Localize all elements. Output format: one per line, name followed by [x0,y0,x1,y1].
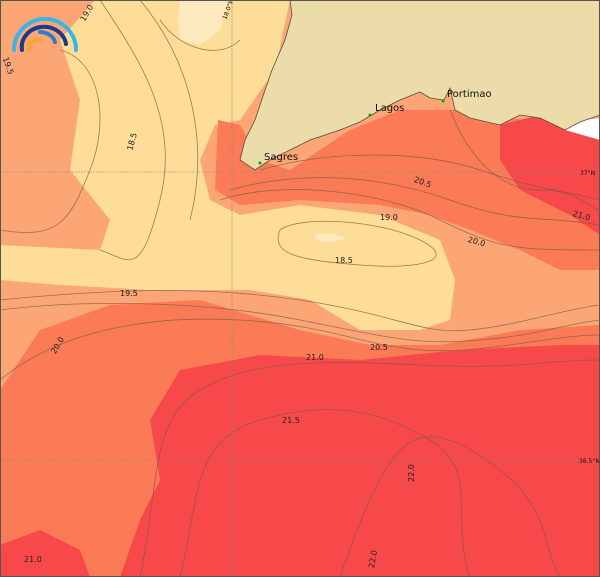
sea-18-0-pocket [315,233,345,242]
latitude-label: 37°N [580,170,595,177]
contour-label: 20.0 [467,235,487,248]
contour-label: 18.5 [335,256,353,265]
sea-21-band-south [120,345,600,577]
contour-label: 21.0 [306,353,324,362]
contour-label: 21.0 [24,555,42,564]
lagos-marker-icon [368,113,372,117]
sea-21-band-ne [500,115,600,235]
portimao-marker-icon [441,99,445,103]
contour-label: 21.5 [282,416,300,425]
sea-18-5-band [0,0,455,330]
place-label-sagres[interactable]: Sagres [264,152,298,163]
contour-label: 19.5 [120,289,138,298]
sea-21-band-sw [0,530,90,577]
contour-label: 21.0 [572,209,592,222]
place-label-lagos[interactable]: Lagos [375,103,404,114]
contour-label: 19.0 [380,213,398,222]
place-label-portimao[interactable]: Portimao [447,89,492,100]
contour-label: 20.5 [370,343,388,352]
sagres-marker-icon [258,161,262,165]
no-data-area [565,118,600,140]
contour-label: 18.5 [126,132,139,152]
contour-label: 22.0 [367,550,379,569]
land-portugal [239,0,600,171]
contour-label: 22.0 [407,464,416,482]
sea-18-0-band [178,0,230,45]
latitude-label: 36.5°N [579,458,600,465]
wave-arcs-logo-icon [12,17,78,52]
